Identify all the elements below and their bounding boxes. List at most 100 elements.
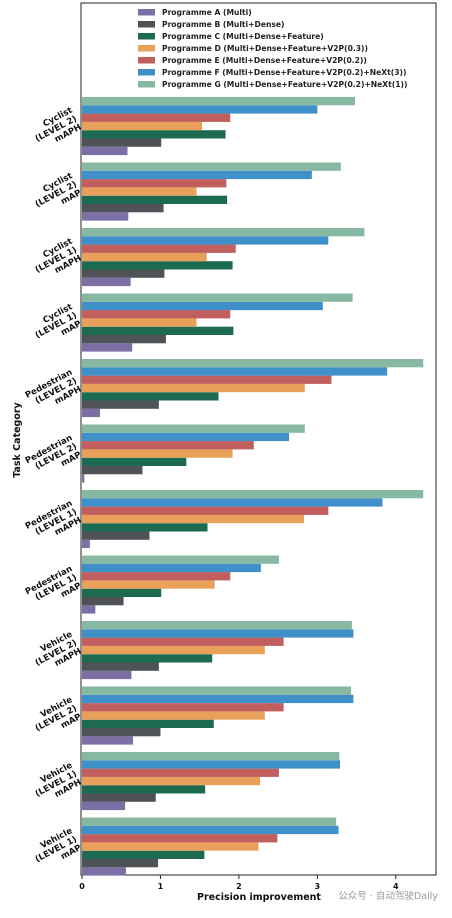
bar: Programme D (Multi+Dense+Feature+V2P(0.3… bbox=[82, 252, 207, 262]
legend-swatch bbox=[138, 45, 155, 52]
legend-label: Programme A (Multi) bbox=[162, 8, 252, 17]
bar: Programme E (Multi+Dense+Feature+V2P(0.2… bbox=[82, 441, 254, 450]
bar: Programme B (Multi+Dense) — Pedestrian (… bbox=[82, 466, 143, 475]
bar: Programme C (Multi+Dense+Feature) — Pede… bbox=[82, 392, 219, 401]
bar: Programme G (Multi+Dense+Feature+V2P(0.2… bbox=[82, 162, 341, 171]
bar: Programme B (Multi+Dense) — Pedestrian (… bbox=[82, 400, 159, 409]
legend-label: Programme E (Multi+Dense+Feature+V2P(0.2… bbox=[162, 56, 367, 65]
bar: Programme F (Multi+Dense+Feature+V2P(0.2… bbox=[82, 105, 318, 114]
y-axis-label: Task Category bbox=[12, 401, 23, 477]
bar: Programme C (Multi+Dense+Feature) — Cycl… bbox=[82, 195, 228, 204]
bar: Programme G (Multi+Dense+Feature+V2P(0.2… bbox=[82, 228, 365, 237]
bar: Programme E (Multi+Dense+Feature+V2P(0.2… bbox=[82, 637, 284, 646]
category-label: Cyclist(LEVEL 2)mAPH bbox=[34, 106, 84, 145]
bar: Programme E (Multi+Dense+Feature+V2P(0.2… bbox=[82, 113, 231, 122]
plot-area-frame bbox=[80, 2, 437, 876]
x-tick-label: 4 bbox=[393, 882, 399, 891]
bar: Programme A (Multi) — Pedestrian (LEVEL … bbox=[82, 408, 101, 418]
x-axis-ticks: 0 1 2 3 4 bbox=[79, 875, 399, 891]
bar: Programme B (Multi+Dense) — Vehicle (LEV… bbox=[82, 859, 159, 868]
bar: Programme G (Multi+Dense+Feature+V2P(0.2… bbox=[82, 686, 352, 695]
bar: Programme F (Multi+Dense+Feature+V2P(0.2… bbox=[82, 825, 339, 835]
bar: Programme C (Multi+Dense+Feature) — Cycl… bbox=[82, 326, 234, 335]
bar: Programme D (Multi+Dense+Feature+V2P(0.3… bbox=[82, 318, 197, 327]
bar: Programme D (Multi+Dense+Feature+V2P(0.3… bbox=[82, 121, 203, 131]
category-label: Pedestrian(LEVEL 1)mAP bbox=[24, 564, 83, 603]
bar: Programme C (Multi+Dense+Feature) — Vehi… bbox=[82, 850, 205, 859]
bar: Programme A (Multi) — Vehicle (LEVEL 2) … bbox=[82, 670, 132, 680]
category-label: Vehicle(LEVEL 2)mAP bbox=[34, 695, 84, 734]
bar: Programme F (Multi+Dense+Feature+V2P(0.2… bbox=[82, 301, 323, 311]
bar: Programme F (Multi+Dense+Feature+V2P(0.2… bbox=[82, 498, 383, 507]
legend-label: Programme C (Multi+Dense+Feature) bbox=[162, 32, 324, 41]
category-label: Vehicle(LEVEL 1)mAP bbox=[34, 826, 84, 865]
bar: Programme E (Multi+Dense+Feature+V2P(0.2… bbox=[82, 506, 329, 515]
bar: Programme B (Multi+Dense) — Cyclist (LEV… bbox=[82, 335, 166, 344]
legend-swatch bbox=[138, 81, 155, 88]
bar: Programme A (Multi) — Cyclist (LEVEL 2) … bbox=[82, 146, 128, 156]
bar: Programme F (Multi+Dense+Feature+V2P(0.2… bbox=[82, 563, 261, 573]
bar: Programme D (Multi+Dense+Feature+V2P(0.3… bbox=[82, 580, 215, 589]
bar: Programme B (Multi+Dense) — Vehicle (LEV… bbox=[82, 728, 161, 737]
bar: Programme A (Multi) — Vehicle (LEVEL 1) … bbox=[82, 867, 126, 876]
bar: Programme G (Multi+Dense+Feature+V2P(0.2… bbox=[82, 424, 305, 433]
category-labels: Cyclist(LEVEL 2)mAPH Cyclist(LEVEL 2)mAP C… bbox=[24, 106, 84, 865]
bar: Programme G (Multi+Dense+Feature+V2P(0.2… bbox=[82, 490, 424, 499]
bar: Programme D (Multi+Dense+Feature+V2P(0.3… bbox=[82, 514, 304, 524]
bar: Programme C (Multi+Dense+Feature) — Vehi… bbox=[82, 654, 213, 663]
bar: Programme E (Multi+Dense+Feature+V2P(0.2… bbox=[82, 768, 279, 777]
category-label: Pedestrian(LEVEL 2)mAPH bbox=[24, 368, 83, 407]
x-tick-label: 2 bbox=[236, 882, 242, 891]
bar: Programme B (Multi+Dense) — Vehicle (LEV… bbox=[82, 662, 159, 671]
category-label: Cyclist(LEVEL 2)mAP bbox=[34, 171, 84, 210]
category-label: Cyclist(LEVEL 1)mAPH bbox=[34, 237, 84, 276]
bar: Programme D (Multi+Dense+Feature+V2P(0.3… bbox=[82, 449, 233, 458]
category-label: Pedestrian(LEVEL 1)mAPH bbox=[24, 499, 83, 538]
watermark: 公众号 · 自动驾驶Daily bbox=[338, 890, 438, 902]
legend-swatch bbox=[138, 21, 155, 28]
bar: Programme A (Multi) — Vehicle (LEVEL 2) … bbox=[82, 736, 133, 745]
bar: Programme C (Multi+Dense+Feature) — Pede… bbox=[82, 523, 208, 532]
bar: Programme E (Multi+Dense+Feature+V2P(0.2… bbox=[82, 834, 278, 843]
bar: Programme A (Multi) — Pedestrian (LEVEL … bbox=[82, 539, 90, 549]
bar: Programme G (Multi+Dense+Feature+V2P(0.2… bbox=[82, 97, 355, 106]
bar: Programme G (Multi+Dense+Feature+V2P(0.2… bbox=[82, 621, 352, 630]
x-tick-label: 1 bbox=[158, 882, 164, 891]
category-label: Pedestrian(LEVEL 2)mAP bbox=[24, 433, 83, 472]
bar: Programme F (Multi+Dense+Feature+V2P(0.2… bbox=[82, 694, 354, 704]
bar: Programme D (Multi+Dense+Feature+V2P(0.3… bbox=[82, 187, 197, 196]
x-tick-label: 0 bbox=[79, 882, 85, 891]
bar: Programme E (Multi+Dense+Feature+V2P(0.2… bbox=[82, 244, 236, 253]
legend-swatch bbox=[138, 69, 155, 76]
category-label: Cyclist(LEVEL 1)mAP bbox=[34, 302, 84, 341]
bar: Programme F (Multi+Dense+Feature+V2P(0.2… bbox=[82, 760, 341, 769]
bar: Programme D (Multi+Dense+Feature+V2P(0.3… bbox=[82, 776, 261, 786]
bar: Programme C (Multi+Dense+Feature) — Pede… bbox=[82, 457, 187, 466]
bar: Programme G (Multi+Dense+Feature+V2P(0.2… bbox=[82, 817, 337, 826]
bar: Programme F (Multi+Dense+Feature+V2P(0.2… bbox=[82, 170, 312, 180]
bar: Programme F (Multi+Dense+Feature+V2P(0.2… bbox=[82, 629, 354, 638]
bar: Programme E (Multi+Dense+Feature+V2P(0.2… bbox=[82, 572, 231, 581]
legend-swatch bbox=[138, 33, 155, 40]
bar: Programme G (Multi+Dense+Feature+V2P(0.2… bbox=[82, 359, 424, 368]
bar: Programme B (Multi+Dense) — Pedestrian (… bbox=[82, 531, 150, 540]
x-axis-label: Precision improvement bbox=[197, 892, 321, 903]
bar: Programme D (Multi+Dense+Feature+V2P(0.3… bbox=[82, 711, 265, 720]
bar: Programme G (Multi+Dense+Feature+V2P(0.2… bbox=[82, 555, 279, 564]
bar: Programme E (Multi+Dense+Feature+V2P(0.2… bbox=[82, 703, 284, 712]
bar: Programme B (Multi+Dense) — Vehicle (LEV… bbox=[82, 793, 156, 802]
bar: Programme A (Multi) — Pedestrian (LEVEL … bbox=[82, 605, 96, 614]
bars-layer: Programme A (Multi) — Cyclist (LEVEL 2) … bbox=[82, 97, 424, 876]
bar: Programme C (Multi+Dense+Feature) — Pede… bbox=[82, 588, 162, 597]
bar: Programme A (Multi) — Cyclist (LEVEL 2) … bbox=[82, 212, 129, 221]
legend-label: Programme D (Multi+Dense+Feature+V2P(0.3… bbox=[162, 44, 368, 53]
bar: Programme F (Multi+Dense+Feature+V2P(0.2… bbox=[82, 236, 329, 245]
bar: Programme A (Multi) — Cyclist (LEVEL 1) … bbox=[82, 277, 131, 287]
bar: Programme C (Multi+Dense+Feature) — Cycl… bbox=[82, 261, 233, 270]
bar: Programme D (Multi+Dense+Feature+V2P(0.3… bbox=[82, 383, 305, 393]
bar: Programme C (Multi+Dense+Feature) — Cycl… bbox=[82, 130, 226, 139]
bar: Programme B (Multi+Dense) — Cyclist (LEV… bbox=[82, 204, 164, 213]
legend-label: Programme F (Multi+Dense+Feature+V2P(0.2… bbox=[162, 68, 406, 77]
